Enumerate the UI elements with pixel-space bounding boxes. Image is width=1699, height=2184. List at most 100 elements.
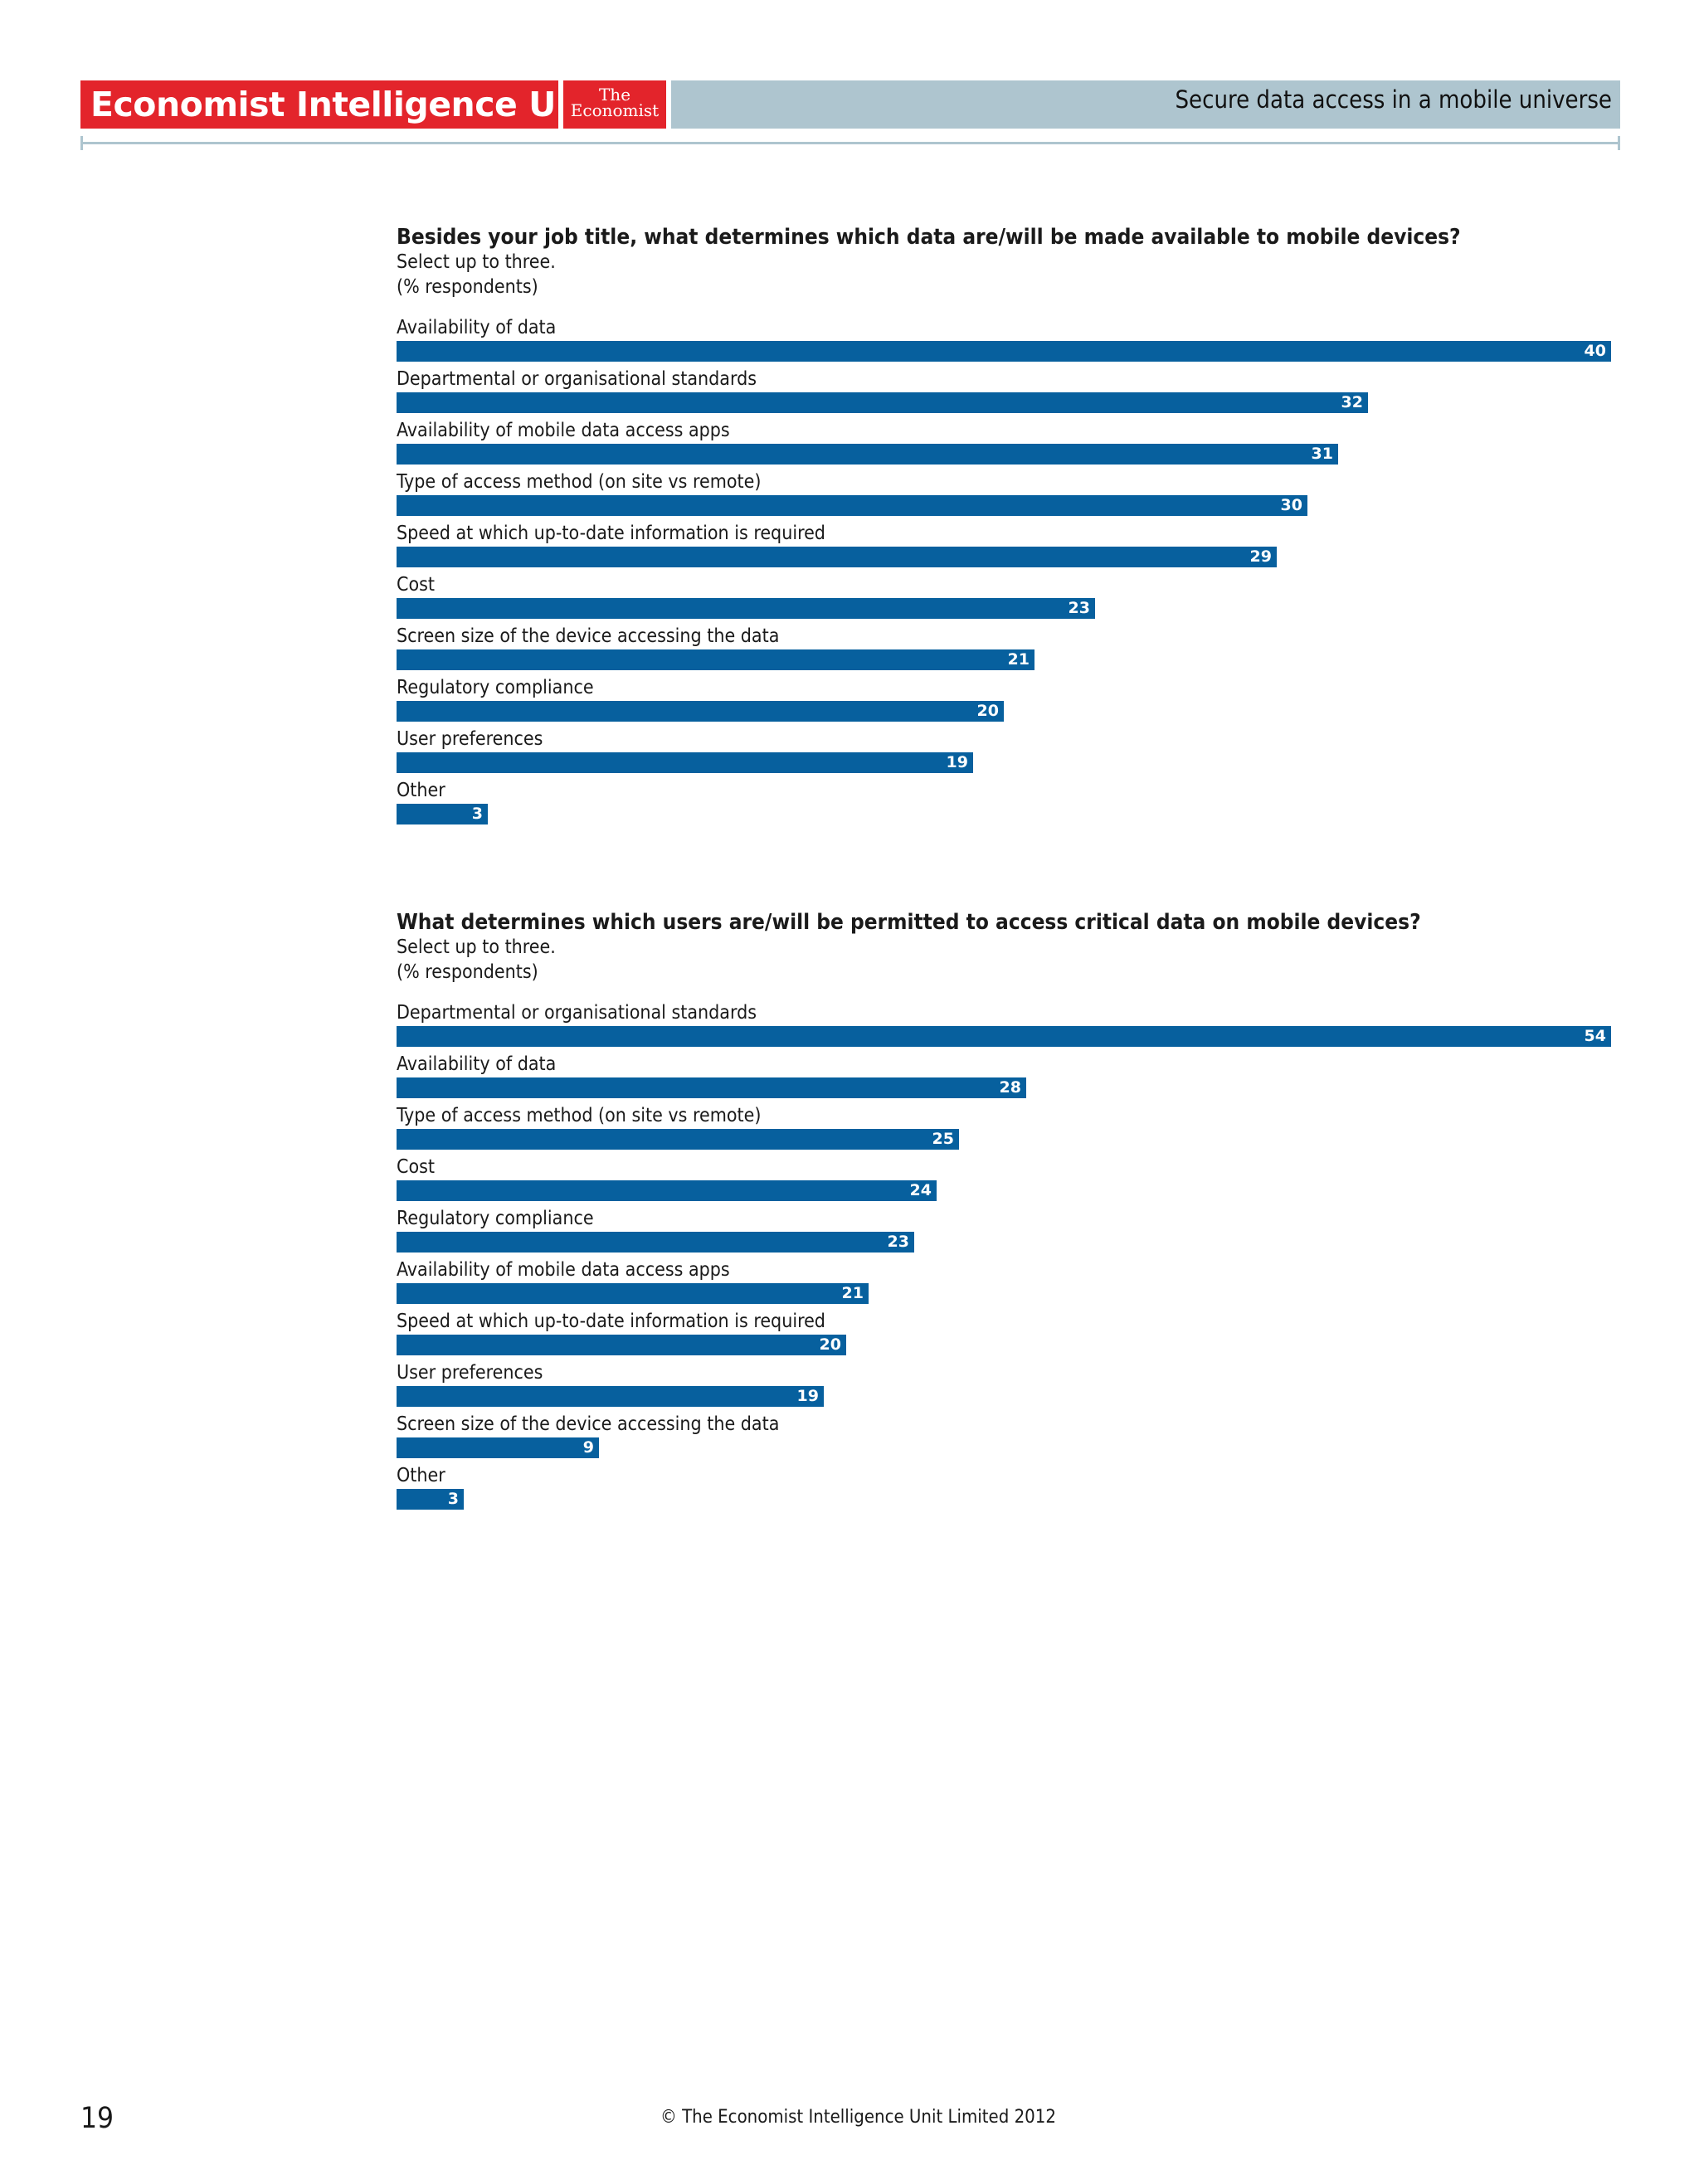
copyright: © The Economist Intelligence Unit Limite… bbox=[660, 2107, 1056, 2128]
bar-value-label: 20 bbox=[819, 1335, 841, 1354]
bar: 29 bbox=[397, 547, 1277, 567]
bar-value-label: 20 bbox=[976, 702, 999, 720]
category-label: Cost bbox=[397, 574, 435, 596]
bar: 19 bbox=[397, 752, 973, 773]
bar: 19 bbox=[397, 1386, 824, 1407]
bar-value-label: 28 bbox=[999, 1078, 1021, 1097]
category-label: Availability of mobile data access apps bbox=[397, 420, 730, 441]
bar-rows: Availability of data 40 Departmental or or… bbox=[397, 316, 1611, 830]
report-title: Secure data access in a mobile universe bbox=[671, 80, 1620, 129]
category-label: Availability of data bbox=[397, 1053, 557, 1075]
economist-logo: The Economist bbox=[563, 80, 666, 129]
category-label: Other bbox=[397, 1465, 445, 1486]
bar-row: Screen size of the device accessing the … bbox=[397, 1413, 1608, 1464]
bar: 23 bbox=[397, 1232, 914, 1253]
header: Economist Intelligence Unit The Economis… bbox=[80, 80, 1620, 129]
bar-row: Availability of mobile data access apps 3… bbox=[397, 419, 1608, 470]
bar-value-label: 54 bbox=[1584, 1027, 1606, 1045]
bar-row: Availability of data 40 bbox=[397, 316, 1611, 367]
chart-subtitle: Select up to three. bbox=[397, 251, 556, 273]
bar-row: User preferences 19 bbox=[397, 1361, 1608, 1413]
category-label: Departmental or organisational standards bbox=[397, 368, 757, 390]
chart-title: What determines which users are/will be … bbox=[397, 910, 1421, 935]
bar: 20 bbox=[397, 701, 1004, 722]
bar-value-label: 23 bbox=[887, 1233, 909, 1251]
brand-name: Economist Intelligence Unit bbox=[80, 80, 607, 129]
bar-value-label: 9 bbox=[582, 1438, 594, 1457]
bar-value-label: 3 bbox=[471, 805, 483, 823]
bar-row: Cost 23 bbox=[397, 573, 1608, 625]
bar-value-label: 19 bbox=[796, 1387, 819, 1405]
header-rule-cap-right bbox=[1618, 136, 1620, 150]
bar-row: User preferences 19 bbox=[397, 727, 1608, 779]
bar: 20 bbox=[397, 1335, 846, 1355]
logo-line-1: The bbox=[598, 85, 631, 105]
category-label: Regulatory compliance bbox=[397, 677, 594, 698]
bar-row: Speed at which up-to-date information is… bbox=[397, 1310, 1608, 1361]
bar-row: Type of access method (on site vs remote… bbox=[397, 470, 1608, 522]
bar: 32 bbox=[397, 392, 1368, 413]
bar-row: Regulatory compliance 23 bbox=[397, 1207, 1608, 1258]
category-label: Type of access method (on site vs remote… bbox=[397, 1105, 762, 1126]
bar-row: Regulatory compliance 20 bbox=[397, 676, 1608, 727]
bar-value-label: 3 bbox=[447, 1490, 459, 1508]
category-label: Departmental or organisational standards bbox=[397, 1002, 757, 1024]
page-number: 19 bbox=[80, 2102, 114, 2135]
bar-value-label: 32 bbox=[1341, 393, 1363, 411]
bar-row: Availability of mobile data access apps 2… bbox=[397, 1258, 1608, 1310]
bar-row: Other 3 bbox=[397, 1464, 1608, 1515]
chart-subtitle: Select up to three. bbox=[397, 936, 556, 958]
bar: 40 bbox=[397, 341, 1611, 362]
category-label: User preferences bbox=[397, 728, 543, 750]
category-label: Regulatory compliance bbox=[397, 1208, 594, 1229]
bar-row: Speed at which up-to-date information is… bbox=[397, 522, 1608, 573]
chart-unit-note: (% respondents) bbox=[397, 961, 538, 983]
bar: 30 bbox=[397, 495, 1307, 516]
bar-value-label: 19 bbox=[946, 753, 968, 771]
bar-value-label: 31 bbox=[1311, 445, 1333, 463]
category-label: Screen size of the device accessing the … bbox=[397, 625, 780, 647]
bar-value-label: 24 bbox=[909, 1181, 932, 1199]
category-label: Speed at which up-to-date information is… bbox=[397, 1311, 825, 1332]
bar: 21 bbox=[397, 1283, 869, 1304]
bar: 28 bbox=[397, 1077, 1026, 1098]
category-label: Availability of mobile data access apps bbox=[397, 1259, 730, 1281]
category-label: Speed at which up-to-date information is… bbox=[397, 523, 825, 544]
bar-row: Cost 24 bbox=[397, 1155, 1608, 1207]
bar-row: Type of access method (on site vs remote… bbox=[397, 1104, 1608, 1155]
category-label: Cost bbox=[397, 1156, 435, 1178]
bar: 21 bbox=[397, 649, 1034, 670]
bar-row: Departmental or organisational standards… bbox=[397, 1001, 1611, 1053]
bar: 24 bbox=[397, 1180, 937, 1201]
chart-unit-note: (% respondents) bbox=[397, 276, 538, 298]
header-rule bbox=[82, 142, 1619, 144]
bar-value-label: 30 bbox=[1280, 496, 1302, 514]
bar-value-label: 21 bbox=[1007, 650, 1030, 669]
bar: 9 bbox=[397, 1437, 599, 1458]
chart-data-availability: Besides your job title, what determines … bbox=[397, 225, 1611, 830]
bar-row: Departmental or organisational standards… bbox=[397, 367, 1608, 419]
chart-title: Besides your job title, what determines … bbox=[397, 225, 1461, 250]
bar-value-label: 21 bbox=[841, 1284, 864, 1302]
bar-row: Other 3 bbox=[397, 779, 1608, 830]
category-label: Type of access method (on site vs remote… bbox=[397, 471, 762, 493]
category-label: User preferences bbox=[397, 1362, 543, 1384]
logo-line-2: Economist bbox=[570, 100, 660, 120]
bar-row: Availability of data 28 bbox=[397, 1053, 1608, 1104]
bar-value-label: 40 bbox=[1584, 342, 1606, 360]
bar-row: Screen size of the device accessing the … bbox=[397, 625, 1608, 676]
chart-user-permissions: What determines which users are/will be … bbox=[397, 910, 1611, 1515]
category-label: Availability of data bbox=[397, 317, 557, 338]
bar-value-label: 25 bbox=[932, 1130, 954, 1148]
category-label: Screen size of the device accessing the … bbox=[397, 1413, 780, 1435]
bar: 3 bbox=[397, 804, 488, 824]
bar: 3 bbox=[397, 1489, 464, 1510]
category-label: Other bbox=[397, 780, 445, 801]
bar-value-label: 23 bbox=[1068, 599, 1090, 617]
bar-value-label: 29 bbox=[1249, 547, 1272, 566]
bar: 31 bbox=[397, 444, 1338, 465]
bar-rows: Departmental or organisational standards… bbox=[397, 1001, 1611, 1515]
bar: 25 bbox=[397, 1129, 959, 1150]
header-rule-cap-left bbox=[80, 136, 83, 150]
bar: 54 bbox=[397, 1026, 1611, 1047]
